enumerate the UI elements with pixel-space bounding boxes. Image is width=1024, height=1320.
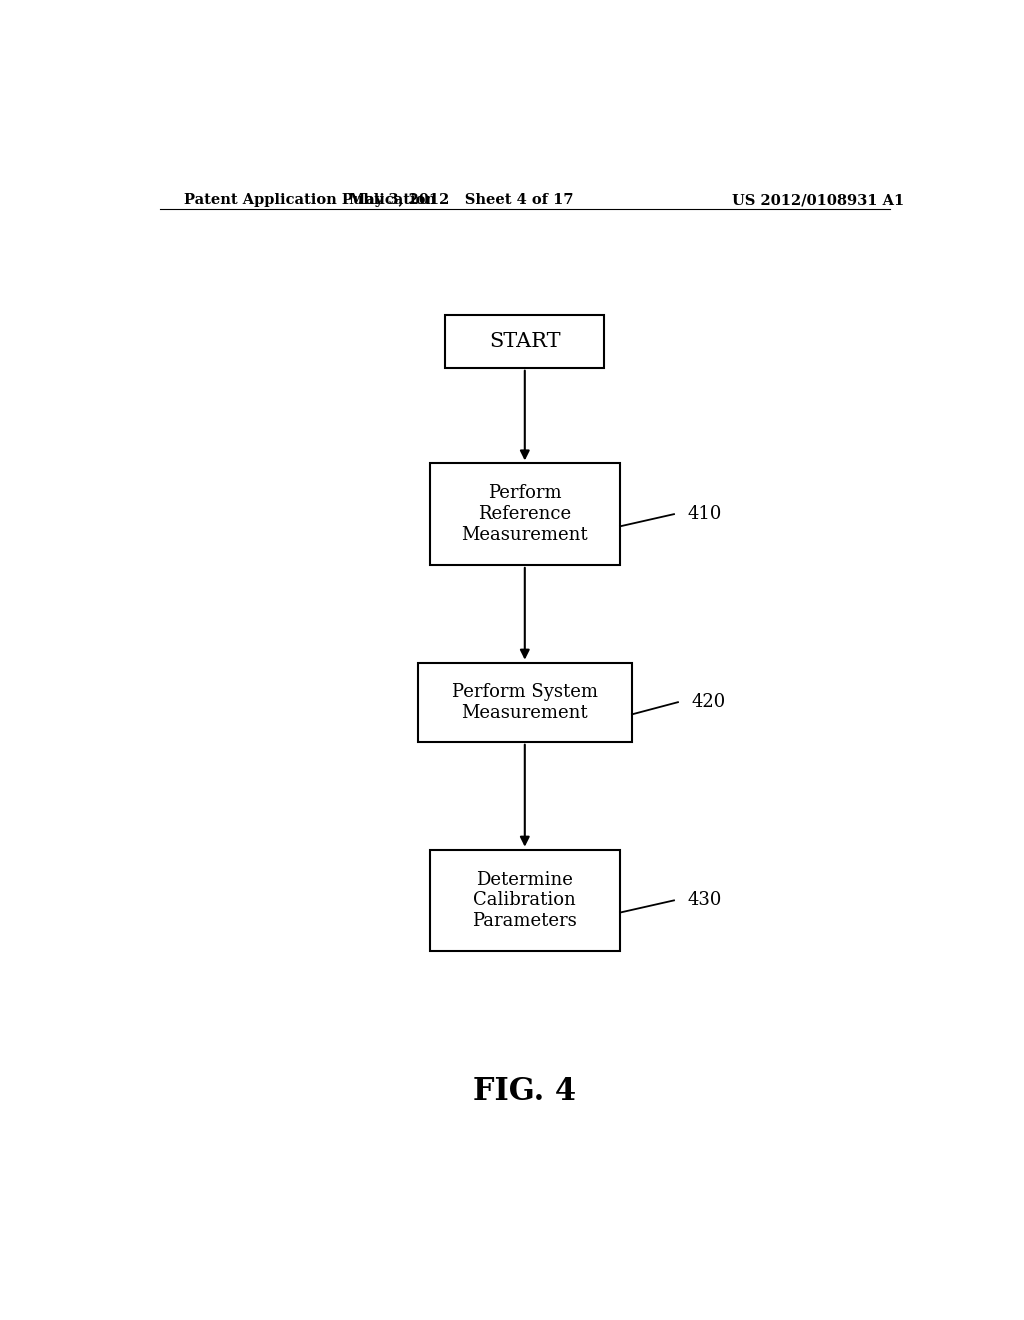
- Text: Perform System
Measurement: Perform System Measurement: [452, 682, 598, 722]
- FancyBboxPatch shape: [430, 850, 620, 952]
- Text: START: START: [489, 331, 560, 351]
- Text: Perform
Reference
Measurement: Perform Reference Measurement: [462, 484, 588, 544]
- Text: 420: 420: [691, 693, 726, 711]
- FancyBboxPatch shape: [445, 315, 604, 368]
- Text: 410: 410: [687, 506, 722, 523]
- Text: US 2012/0108931 A1: US 2012/0108931 A1: [732, 193, 904, 207]
- Text: FIG. 4: FIG. 4: [473, 1076, 577, 1107]
- Text: Determine
Calibration
Parameters: Determine Calibration Parameters: [472, 871, 578, 931]
- FancyBboxPatch shape: [418, 663, 632, 742]
- Text: 430: 430: [687, 891, 722, 909]
- Text: Patent Application Publication: Patent Application Publication: [183, 193, 435, 207]
- Text: May 3, 2012   Sheet 4 of 17: May 3, 2012 Sheet 4 of 17: [349, 193, 573, 207]
- FancyBboxPatch shape: [430, 463, 620, 565]
